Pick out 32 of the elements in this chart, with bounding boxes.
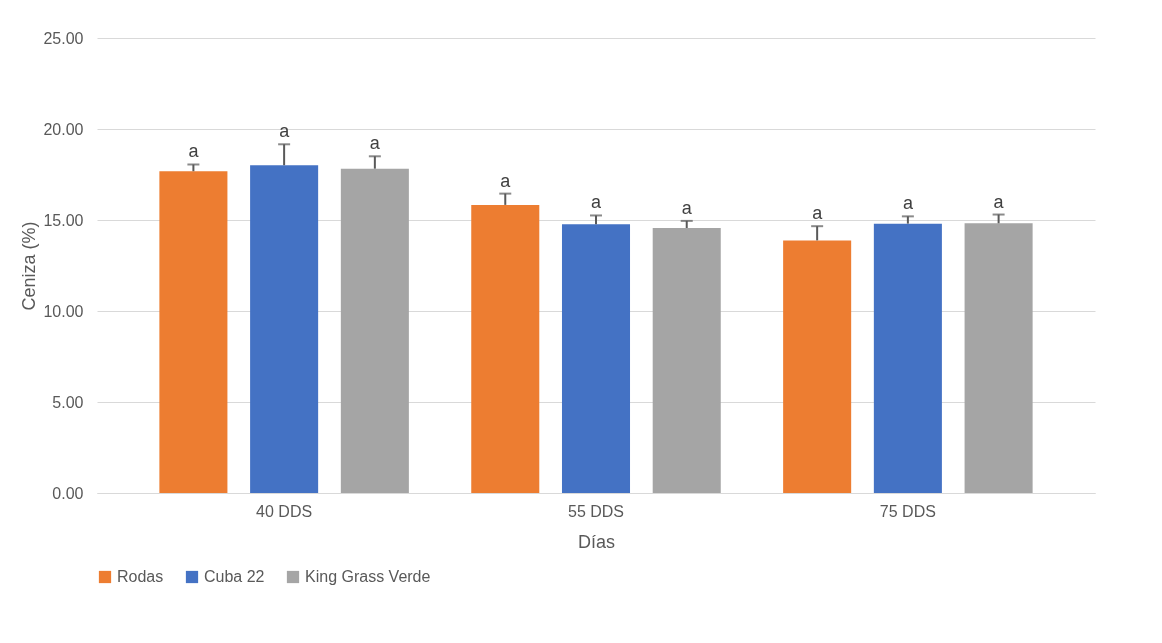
data-label: a xyxy=(369,133,381,154)
bar xyxy=(471,204,540,493)
bar xyxy=(250,165,319,493)
legend-label: Cuba 22 xyxy=(204,568,265,585)
legend-label: King Grass Verde xyxy=(305,568,431,585)
y-tick-label: 25.00 xyxy=(43,29,84,47)
bar xyxy=(340,168,409,493)
bar xyxy=(964,223,1033,493)
y-tick-label: 0.00 xyxy=(52,484,84,502)
y-tick-label: 10.00 xyxy=(43,302,84,320)
y-tick-label: 20.00 xyxy=(43,120,84,138)
data-label: a xyxy=(500,170,512,191)
x-tick-label: 75 DDS xyxy=(879,502,936,520)
bar xyxy=(652,228,721,493)
bar xyxy=(561,224,631,493)
x-axis-title: Días xyxy=(577,531,616,552)
bar xyxy=(873,223,942,493)
data-label: a xyxy=(590,192,602,213)
data-label: a xyxy=(188,141,200,162)
x-tick-label: 40 DDS xyxy=(256,502,313,520)
legend-label: Rodas xyxy=(117,568,164,585)
data-label: a xyxy=(279,121,291,142)
data-label: a xyxy=(681,197,693,218)
x-tick-label: 55 DDS xyxy=(567,502,625,520)
y-tick-label: 5.00 xyxy=(52,393,84,411)
data-label: a xyxy=(812,203,824,224)
data-label: a xyxy=(902,193,914,214)
bar xyxy=(783,240,852,493)
y-tick-label: 15.00 xyxy=(43,211,84,229)
data-label: a xyxy=(993,191,1005,212)
y-axis-title: Ceniza (%) xyxy=(19,221,40,311)
bar xyxy=(159,171,228,493)
